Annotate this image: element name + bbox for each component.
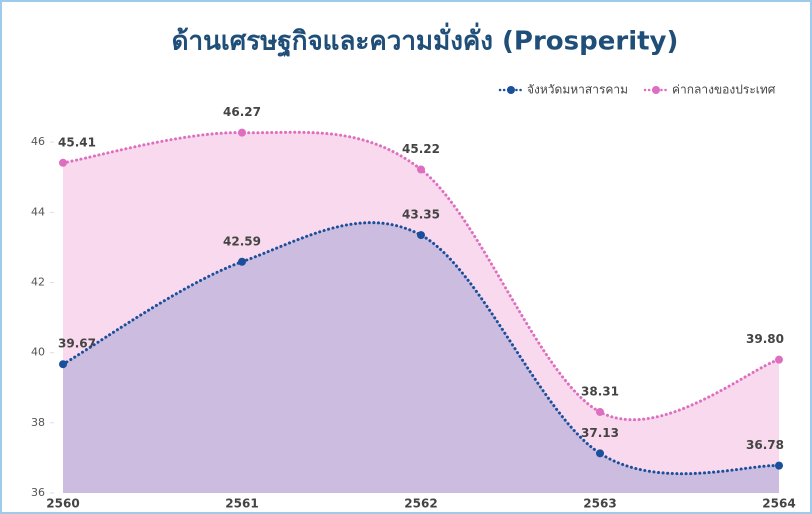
data-label: 36.78 bbox=[746, 438, 784, 452]
data-label: 46.27 bbox=[223, 105, 261, 119]
legend-marker bbox=[507, 86, 515, 94]
data-point bbox=[59, 158, 67, 167]
data-label: 37.13 bbox=[581, 426, 619, 440]
data-label: 39.80 bbox=[746, 332, 784, 346]
legend-label: ค่ากลางของประเทศ bbox=[672, 83, 776, 97]
data-point bbox=[596, 449, 604, 458]
data-point bbox=[775, 461, 783, 470]
data-label: 38.31 bbox=[581, 384, 619, 398]
data-point bbox=[775, 355, 783, 364]
chart-title: ด้านเศรษฐกิจและความมั่งคั่ง (Prosperity) bbox=[172, 22, 679, 59]
x-tick-label: 2563 bbox=[583, 497, 616, 511]
x-tick-label: 2562 bbox=[404, 497, 437, 511]
data-label: 42.59 bbox=[223, 234, 261, 248]
x-tick-label: 2564 bbox=[762, 497, 795, 511]
legend-marker bbox=[652, 86, 660, 94]
x-tick-label: 2561 bbox=[225, 497, 258, 511]
y-tick-label: 44 bbox=[31, 205, 45, 218]
y-tick-label: 40 bbox=[31, 346, 45, 359]
data-label: 43.35 bbox=[402, 208, 440, 222]
data-label: 39.67 bbox=[58, 337, 96, 351]
data-point bbox=[238, 257, 246, 266]
y-tick-label: 38 bbox=[31, 416, 45, 429]
data-label: 45.22 bbox=[402, 142, 440, 156]
data-point bbox=[417, 165, 425, 174]
data-point bbox=[59, 360, 67, 369]
y-tick-label: 42 bbox=[31, 275, 45, 288]
legend-label: จังหวัดมหาสารคาม bbox=[527, 83, 628, 97]
data-label: 45.41 bbox=[58, 135, 96, 149]
y-tick-label: 36 bbox=[31, 486, 45, 499]
series-line bbox=[61, 130, 781, 422]
data-point bbox=[238, 128, 246, 137]
x-tick-label: 2560 bbox=[46, 497, 79, 511]
data-point bbox=[596, 407, 604, 416]
y-tick-label: 46 bbox=[31, 135, 45, 148]
data-point bbox=[417, 231, 425, 240]
series-area bbox=[63, 222, 779, 493]
